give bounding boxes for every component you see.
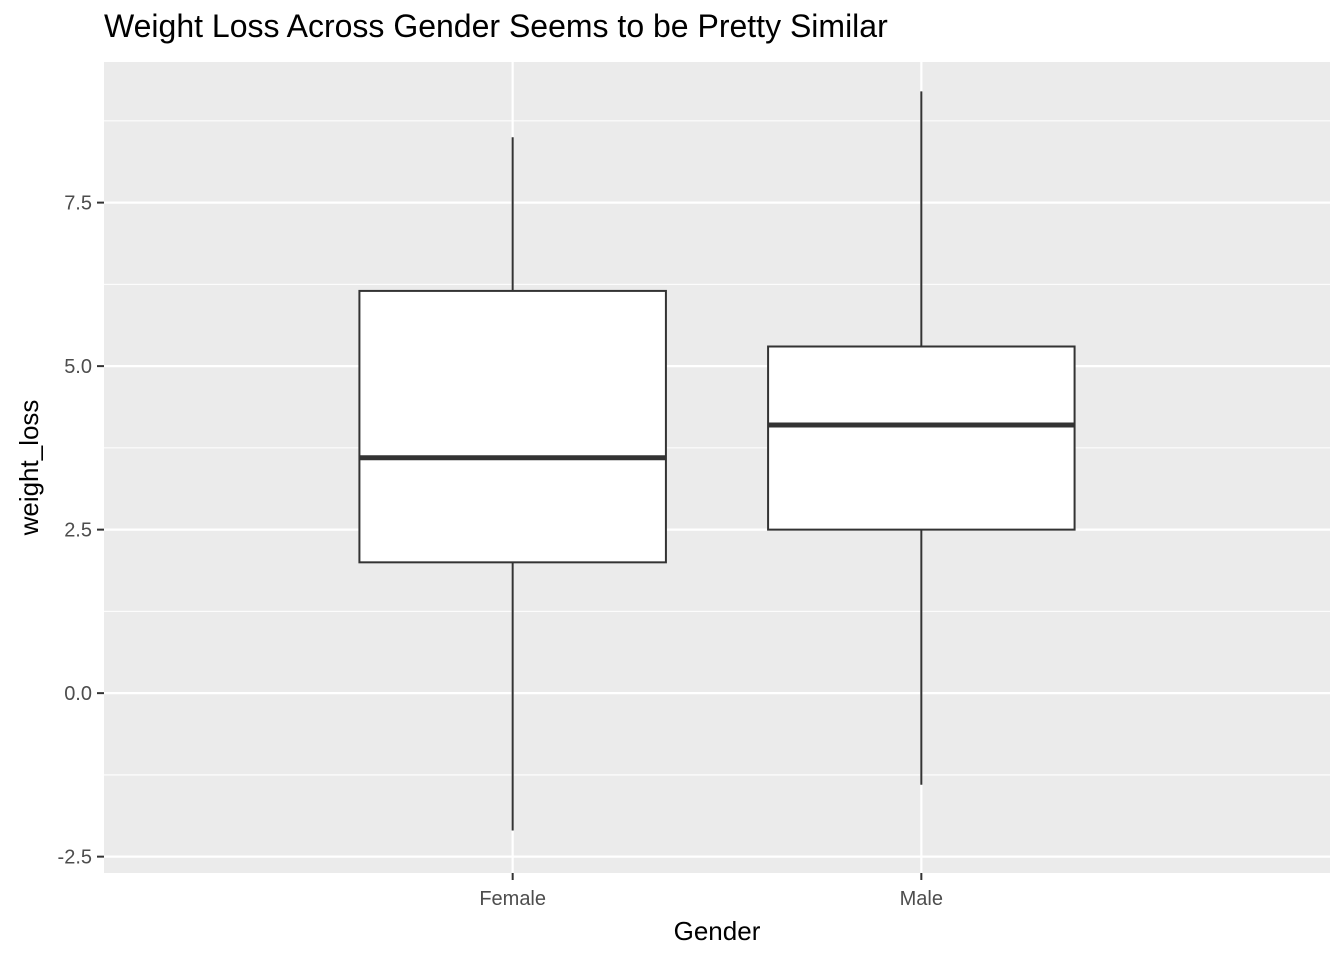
plot-panel [104, 62, 1330, 873]
x-axis-title: Gender [674, 916, 761, 946]
box-female [358, 137, 667, 831]
y-tick-label: 7.5 [64, 193, 92, 215]
y-tick-label: 5.0 [64, 356, 92, 378]
chart-title: Weight Loss Across Gender Seems to be Pr… [104, 8, 888, 44]
y-axis-title: weight_loss [14, 400, 44, 537]
box-body [358, 289, 667, 564]
box-body [767, 345, 1076, 531]
axes: -2.5 0.0 2.5 5.0 7.5 Female Male [58, 193, 943, 910]
y-tick-label: 2.5 [64, 520, 92, 542]
box-male [767, 91, 1076, 785]
x-tick-label: Female [479, 888, 546, 910]
y-tick-label: 0.0 [64, 683, 92, 705]
boxes [358, 91, 1076, 831]
x-tick-label: Male [900, 888, 943, 910]
y-tick-label: -2.5 [58, 847, 92, 869]
